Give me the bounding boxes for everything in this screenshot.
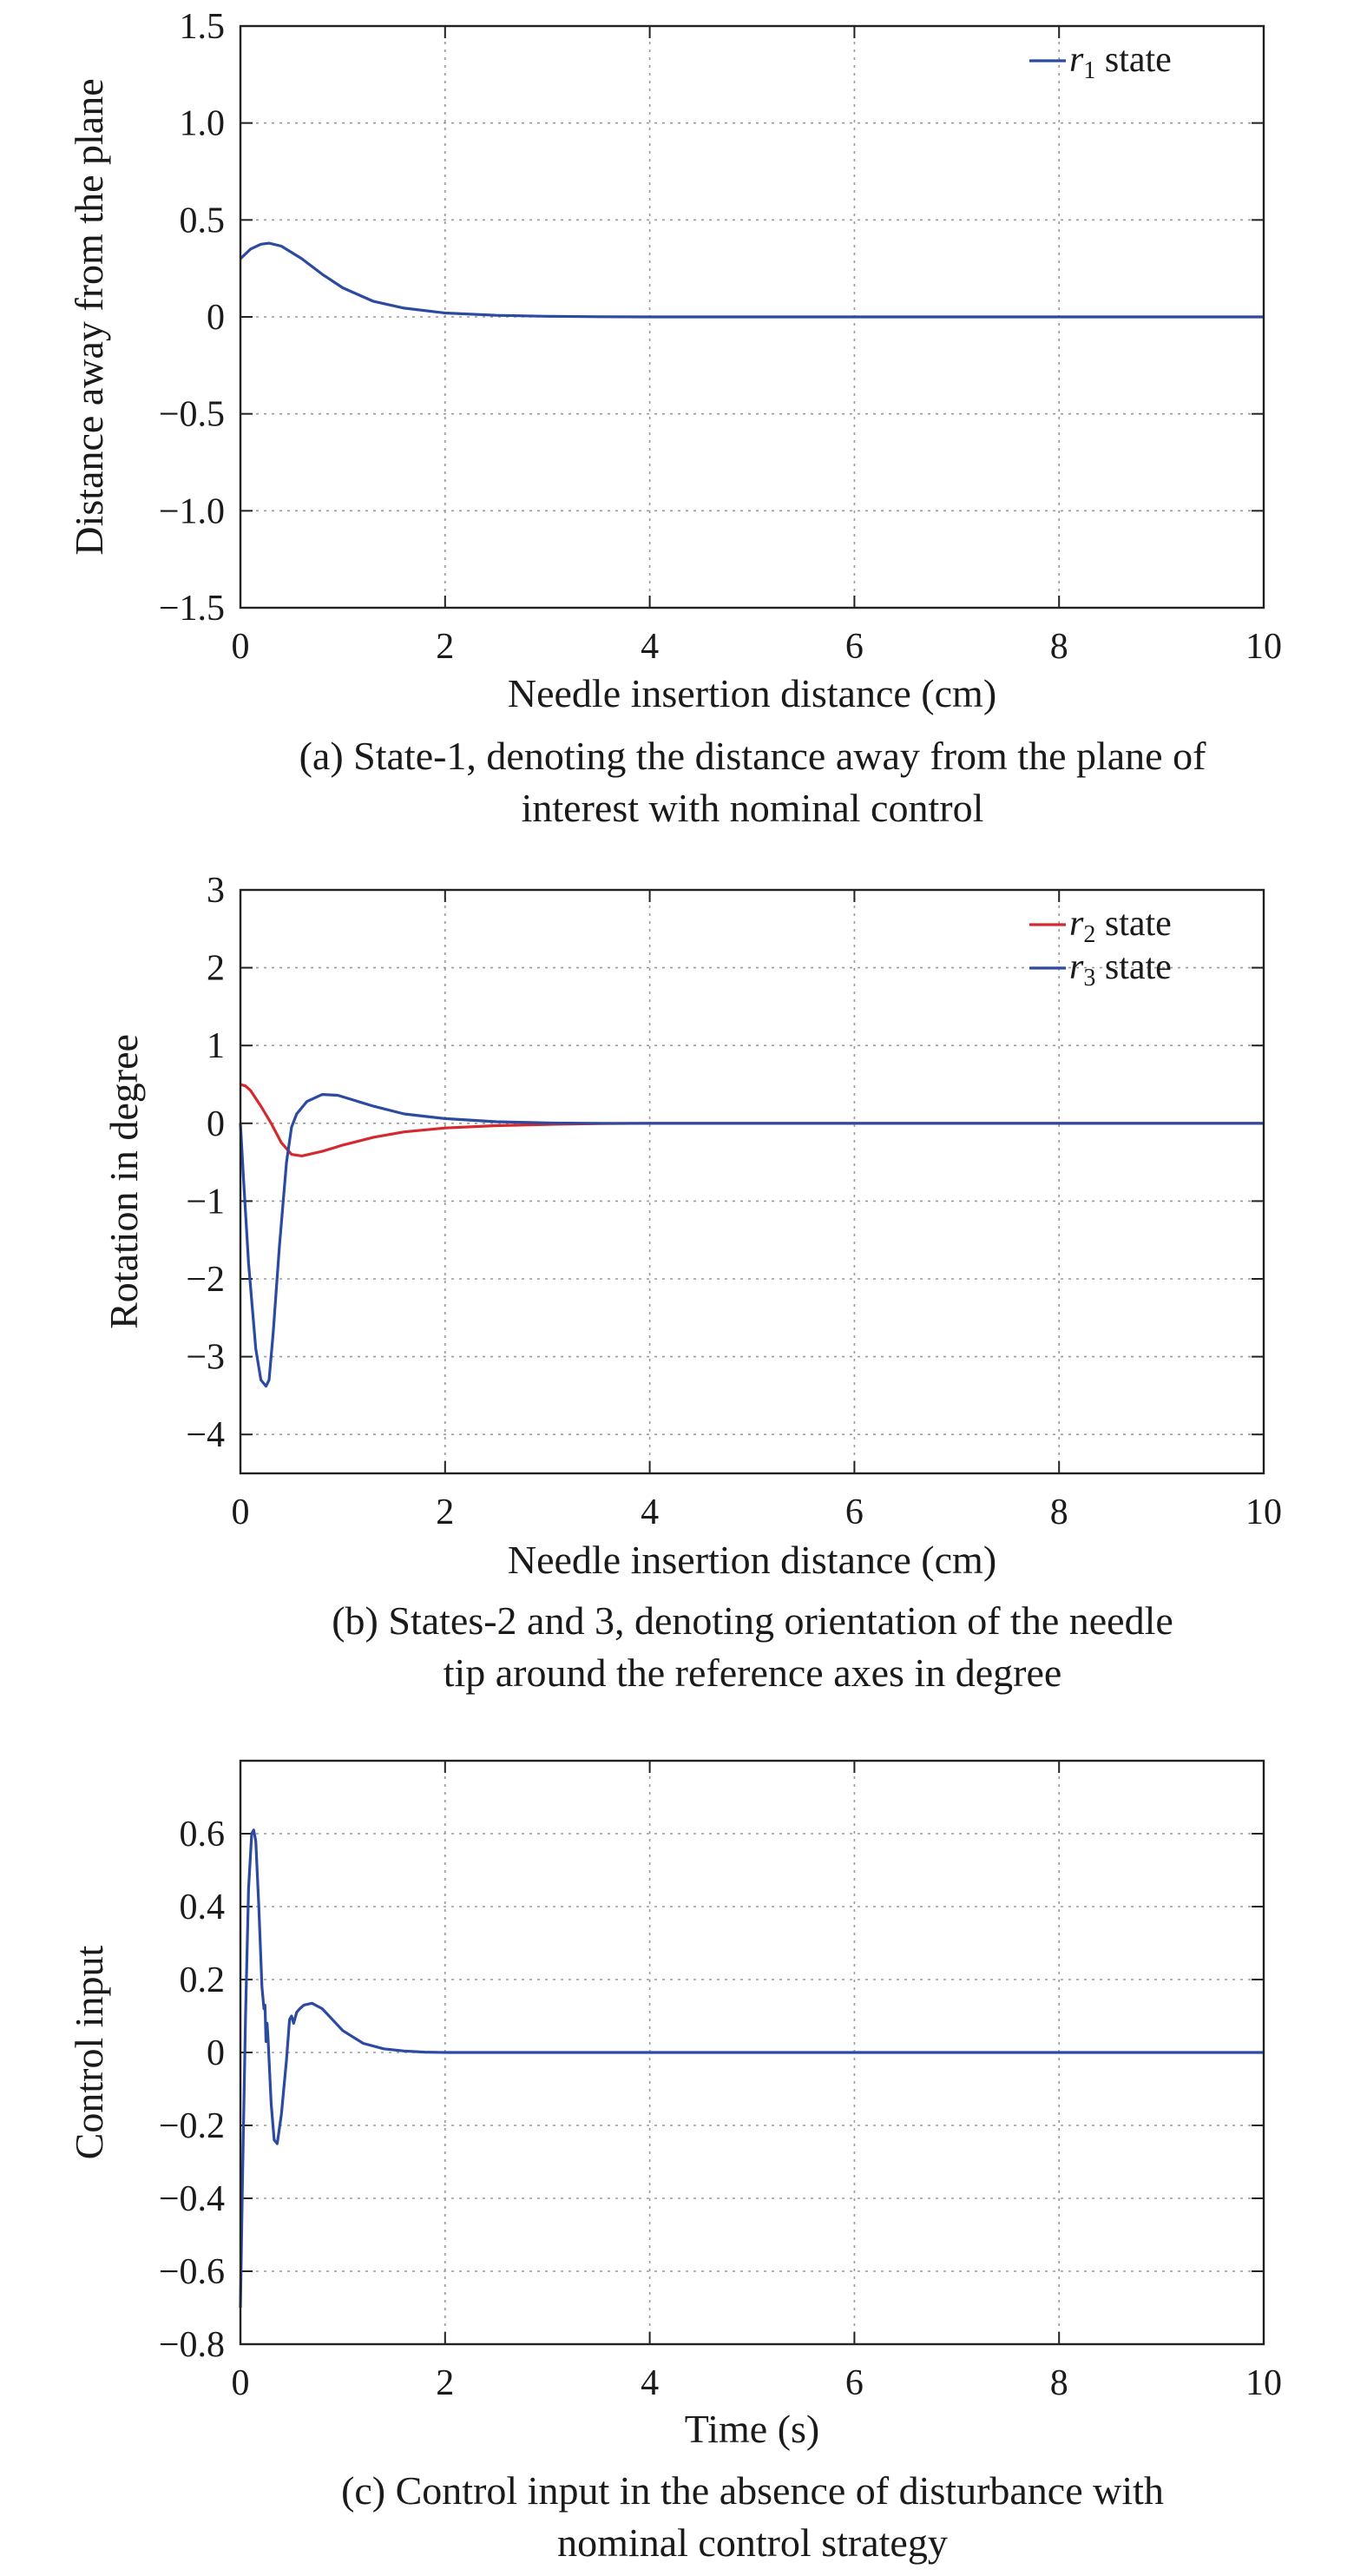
- chart-panel-1: 0 2 4 6 8 10 1.5 1.0 0.5 0 −0.5 −1.0 −1.5 r1 state Nee…: [67, 7, 1282, 830]
- caption-line-1: (b) States-2 and 3, denoting orientation…: [332, 1598, 1173, 1643]
- y-tick-label: −3: [186, 1338, 225, 1378]
- x-tick-label: 6: [845, 1492, 864, 1532]
- y-tick-label: −4: [186, 1415, 225, 1455]
- legend-entry: r3 state: [1069, 947, 1172, 992]
- x-tick-label: 6: [845, 2363, 864, 2403]
- y-tick-label: −1: [186, 1182, 225, 1222]
- y-tick-label: −0.5: [159, 395, 225, 435]
- y-tick-label: −1.0: [159, 491, 225, 531]
- y-tick-label: 1.5: [180, 7, 226, 47]
- series-line-1: [239, 1828, 1264, 2309]
- y-tick-label: 0.6: [180, 1815, 226, 1855]
- x-tick-label: 4: [641, 1492, 659, 1532]
- y-axis-label: Control input: [67, 1945, 111, 2159]
- plot-frame: [239, 24, 1265, 609]
- x-axis-label: Needle insertion distance (cm): [508, 1538, 996, 1582]
- y-tick-label: −0.2: [159, 2106, 225, 2146]
- y-tick-label: 0: [207, 1104, 225, 1144]
- plot-frame: [239, 1759, 1265, 2346]
- series-line-1: [239, 241, 1264, 319]
- x-tick-label: 4: [641, 2363, 659, 2403]
- x-tick-label: 2: [436, 2363, 454, 2403]
- x-tick-label: 8: [1050, 1492, 1068, 1532]
- x-tick-label: 2: [436, 1492, 454, 1532]
- x-tick-label: 8: [1050, 2363, 1068, 2403]
- caption-line-2: nominal control strategy: [557, 2520, 948, 2565]
- legend: r1 state: [1029, 40, 1172, 84]
- x-axis-label: Time (s): [685, 2407, 820, 2451]
- y-tick-label: 0: [207, 298, 225, 338]
- y-tick-label: 1.0: [180, 104, 226, 144]
- series-line-2: [239, 1093, 1264, 1388]
- x-tick-label: 0: [232, 2363, 250, 2403]
- x-axis-label: Needle insertion distance (cm): [508, 671, 996, 715]
- x-tick-label: 0: [232, 627, 250, 667]
- y-tick-label: −1.5: [159, 589, 225, 629]
- x-tick-label: 0: [232, 1492, 250, 1532]
- plot-area: [240, 890, 1264, 1473]
- x-tick-label: 10: [1245, 1492, 1282, 1532]
- y-tick-label: −2: [186, 1260, 225, 1300]
- x-tick-label: 6: [845, 627, 864, 667]
- caption-line-1: (c) Control input in the absence of dist…: [341, 2468, 1164, 2513]
- x-tick-label: 2: [436, 627, 454, 667]
- y-tick-label: −0.8: [159, 2325, 225, 2365]
- caption-line-2: tip around the reference axes in degree: [444, 1650, 1062, 1695]
- caption-line-2: interest with nominal control: [522, 786, 984, 830]
- legend-entry: r2 state: [1069, 904, 1172, 948]
- x-tick-label: 10: [1245, 627, 1282, 667]
- y-tick-label: 1: [207, 1026, 225, 1066]
- x-tick-label: 4: [641, 627, 659, 667]
- y-tick-label: 0.4: [180, 1888, 226, 1927]
- y-tick-label: 0: [207, 2033, 225, 2073]
- x-tick-label: 8: [1050, 627, 1068, 667]
- y-tick-label: −0.4: [159, 2179, 225, 2219]
- y-tick-label: 2: [207, 949, 225, 989]
- y-tick-label: 0.2: [180, 1960, 226, 2000]
- y-tick-label: 3: [207, 871, 225, 911]
- chart-panel-3: 0 2 4 6 8 10 0.6 0.4 0.2 0 −0.2 −0.4 −0.6 −0.8 Time (s…: [67, 1759, 1282, 2565]
- caption-line-1: (a) State-1, denoting the distance away …: [299, 734, 1207, 778]
- x-tick-label: 10: [1245, 2363, 1282, 2403]
- y-tick-label: −0.6: [159, 2252, 225, 2292]
- plot-frame: [239, 888, 1265, 1475]
- y-tick-label: 0.5: [180, 201, 226, 240]
- y-axis-label: Distance away from the plane: [67, 78, 111, 555]
- legend-entry: r1 state: [1069, 40, 1172, 84]
- y-axis-label: Rotation in degree: [102, 1034, 146, 1329]
